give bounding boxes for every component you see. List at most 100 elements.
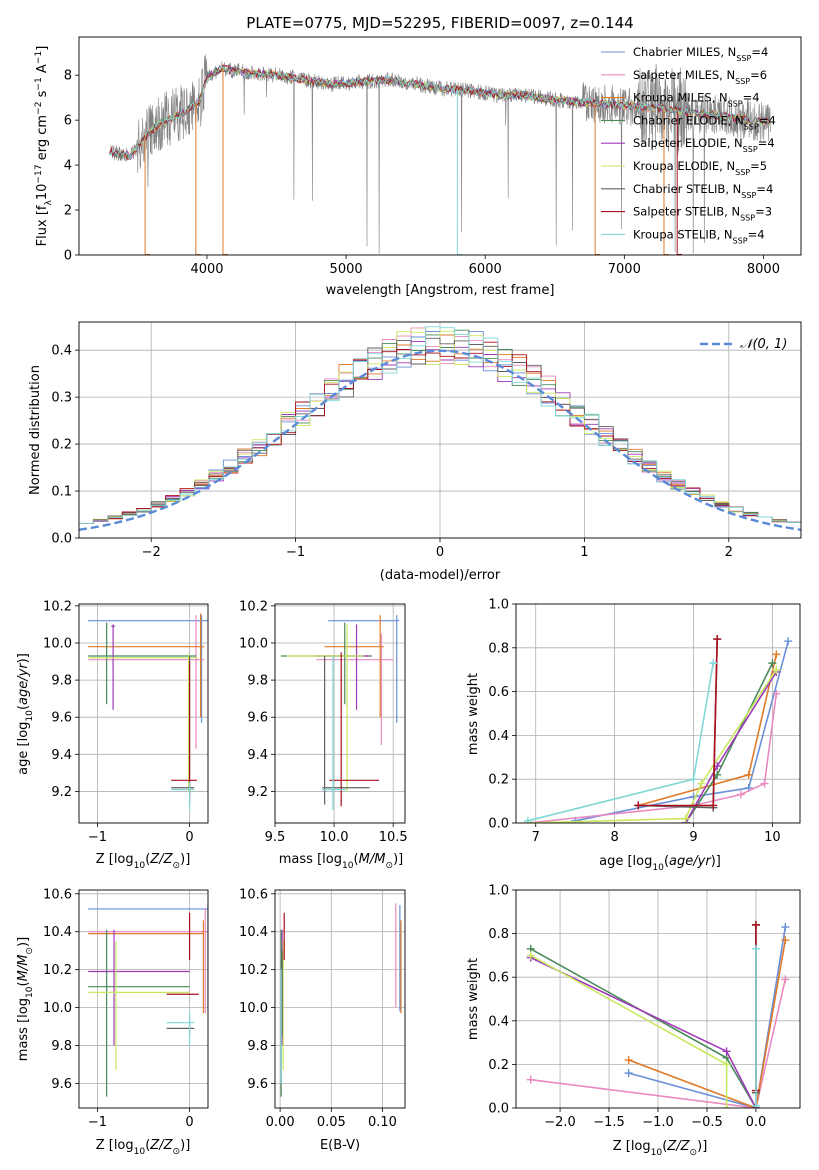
mass_vs_ebv-ytick-label: 10.4: [239, 925, 268, 940]
mass-weight-point: [526, 1075, 535, 1084]
age_vs_Z-ytick-label: 9.6: [51, 711, 72, 726]
massweight-vs-Z-xlabel-part: ⊙: [690, 1148, 698, 1158]
legend-entry: Salpeter ELODIE, NSSP=4: [633, 136, 775, 154]
age_vs_mass-plot-area: [275, 604, 405, 823]
age_vs_Z-xtick-label: 0: [185, 830, 193, 845]
mass_vs_ebv-xtick-label: 0.00: [266, 1115, 295, 1130]
massweight_vs_age-frame: [515, 603, 801, 824]
mass_vs_Z-ytick-label: 10.2: [43, 963, 72, 978]
legend-entry-part: SSP: [735, 76, 750, 85]
residuals-ylabel: Normed distribution: [28, 365, 43, 495]
mass-weight-point: [751, 920, 760, 929]
mass-weight-line: [527, 662, 714, 822]
mass-vs-Z-ylabel-part: 10: [25, 986, 35, 998]
residuals-ytick-label: 0.0: [51, 532, 72, 547]
massweight-vs-age-xlabel-part: 10: [652, 863, 664, 873]
mass-vs-Z-xlabel-part: (: [145, 1138, 150, 1153]
mass-vs-Z-ylabel-part: mass [log: [16, 998, 31, 1061]
residuals-ytick-label: 0.1: [51, 485, 72, 500]
massweight_vs_age-ytick-label: 1.0: [488, 598, 509, 613]
massweight-vs-age-xlabel-part: )]: [711, 854, 721, 869]
residual-histogram-step: [79, 330, 801, 524]
legend-entry-part: Chabrier MILES, N: [633, 45, 736, 59]
spectrum-ylabel-part: −17: [34, 164, 44, 183]
age-vs-mass-xlabel-part: mass [log: [279, 852, 342, 867]
age-vs-mass-xlabel-part: M/M: [359, 852, 386, 867]
legend-entry-part: SSP: [735, 168, 750, 177]
age_vs_mass-ytick-label: 9.4: [247, 748, 268, 763]
legend-entry-part: Kroupa ELODIE, N: [633, 159, 735, 173]
massweight_vs_Z-xtick-label: −1.5: [593, 1115, 625, 1130]
age_vs_mass-ytick-label: 9.8: [247, 674, 268, 689]
mass-weight-line: [530, 979, 787, 1108]
legend-entry-part: =4: [758, 136, 775, 150]
age-vs-Z-xlabel-part: Z/Z: [149, 852, 173, 867]
massweight_vs_Z-axes: −2.0 −1.5 −1.0 −0.5 0.0 0.0 0.2 0.4 0.6 0.8 1.0: [488, 884, 801, 1130]
mass-vs-ebv-xlabel: E(B-V): [320, 1138, 360, 1153]
massweight_vs_age-xtick-label: 8: [610, 830, 618, 845]
mass-weight-point: [772, 665, 781, 674]
age-vs-Z-xlabel-part: (: [145, 852, 150, 867]
mass_vs_Z-frame: [78, 889, 209, 1109]
massweight_vs_Z-frame: [515, 889, 801, 1109]
mass-weight-point: [736, 790, 745, 799]
mass-weight-line: [527, 669, 777, 823]
age-vs-Z-ylabel-part: age [log: [16, 722, 31, 775]
mass-weight-point: [681, 814, 690, 823]
massweight_vs_age-plot-area: [516, 604, 800, 823]
mass-vs-Z-xlabel-part: Z/Z: [149, 1138, 173, 1153]
age-vs-Z-xlabel-part: Z [log: [96, 852, 134, 867]
spectrum-xtick-label: 8000: [747, 262, 780, 277]
massweight_vs_Z-ytick-label: 0.4: [488, 1014, 509, 1029]
spectrum-ytick-label: 2: [64, 204, 72, 219]
legend-entry-part: =4: [751, 45, 768, 59]
age-vs-mass-xlabel: mass [log10(M/M⊙)]: [279, 852, 403, 871]
massweight-vs-Z-xlabel-part: Z [log: [613, 1139, 651, 1154]
age_vs_Z-ytick-label: 9.4: [51, 748, 72, 763]
mass-vs-Z-ylabel-part: ⊙: [25, 947, 35, 955]
mass_vs_Z-ytick-label: 10.0: [43, 1001, 72, 1016]
residuals-xtick-label: 2: [725, 545, 733, 560]
mass-weight-point: [768, 659, 777, 668]
massweight-vs-age-xlabel: age [log10(age/yr)]: [599, 854, 721, 873]
legend-entry: Chabrier ELODIE, NSSP=4: [633, 113, 776, 130]
massweight-vs-age-xlabel-part: (: [664, 854, 669, 869]
age-vs-Z-ylabel: age [log10(age/yr)]: [16, 653, 35, 775]
legend-entry: Salpeter STELIB, NSSP=3: [633, 205, 772, 223]
legend-entry: Chabrier STELIB, NSSP=4: [633, 182, 773, 200]
spectrum-ylabel-part: −1: [34, 51, 44, 64]
spectrum-ylabel-part: A: [35, 64, 50, 77]
age-vs-Z-xlabel-part: 10: [134, 861, 146, 871]
massweight-vs-Z-xlabel-part: (: [662, 1139, 667, 1154]
gaussian-curve: [79, 349, 801, 531]
spectrum-ylabel: Flux [fλ10−17 erg cm−2 s−1 A−1]: [34, 46, 54, 247]
mass_vs_Z-ytick-label: 10.4: [43, 925, 72, 940]
massweight_vs_Z-ytick-label: 0.6: [488, 971, 509, 986]
mass-weight-point: [697, 779, 706, 788]
spectrum-ytick-label: 8: [64, 69, 72, 84]
legend-entry-part: =4: [743, 91, 760, 105]
mass_vs_ebv-xtick-label: 0.05: [317, 1115, 346, 1130]
mass_vs_ebv-frame: [274, 889, 406, 1109]
mass_vs_ebv-axes: 0.00 0.05 0.10 9.6 9.8 10.0 10.2 10.4 10.6: [239, 887, 406, 1130]
spectrum-ylabel-part: erg cm: [35, 115, 50, 164]
legend-entry-part: SSP: [744, 122, 759, 131]
spectrum-ylabel-part: −1: [34, 77, 44, 90]
mass-weight-point: [781, 923, 790, 932]
mass-vs-Z-xlabel-part: )]: [180, 1138, 190, 1153]
massweight_vs_Z-ytick-label: 0.8: [488, 927, 509, 942]
massweight-vs-Z-xlabel-part: Z/Z: [666, 1139, 690, 1154]
mass-weight-point: [713, 635, 722, 644]
legend-entry-part: =3: [755, 205, 772, 219]
mass-vs-Z-ylabel-part: )]: [16, 937, 31, 947]
age_vs_Z-plot-area: [79, 604, 208, 823]
residuals-xtick-label: −2: [142, 545, 161, 560]
legend-entry-part: SSP: [740, 213, 755, 222]
mass-weight-line: [530, 956, 757, 1108]
age-vs-Z-ylabel-part: 10: [25, 710, 35, 722]
mass-vs-Z-xlabel-part: Z [log: [96, 1138, 134, 1153]
mass-weight-line: [628, 926, 787, 1108]
residuals-xtick-label: 0: [436, 545, 444, 560]
gaussian-legend-label: 𝒩(0, 1): [740, 337, 787, 352]
spectrum-xtick-label: 6000: [469, 262, 502, 277]
